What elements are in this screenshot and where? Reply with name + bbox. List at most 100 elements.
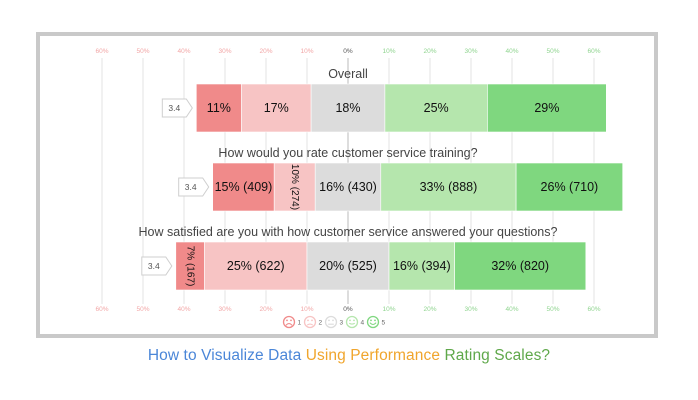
face-mouth: [285, 323, 293, 326]
data-label: 32% (820): [491, 259, 549, 273]
neutral-face-icon: 3: [324, 315, 344, 329]
legend-label: 3: [340, 320, 344, 327]
axis-tick-label-bottom: 30%: [218, 306, 231, 313]
face-eye: [307, 319, 309, 322]
face-mouth: [349, 322, 355, 325]
axis-tick-label-top: 20%: [423, 48, 436, 55]
average-badge-shape: [161, 98, 193, 118]
axis-tick-label-bottom: 20%: [423, 306, 436, 313]
bar-segment-5: [515, 162, 624, 212]
axis-tick-label-top: 50%: [546, 48, 559, 55]
bar-segment-1: [196, 83, 242, 133]
bar-segment-4: [380, 162, 517, 212]
bar-segment-2: [273, 162, 316, 212]
caption: How to Visualize Data Using Performance …: [0, 347, 698, 365]
data-label: 26% (710): [541, 180, 599, 194]
face-outline: [324, 315, 338, 329]
happy-face-icon: 5: [366, 315, 386, 329]
face-eye: [286, 319, 288, 322]
face-eye: [353, 319, 355, 322]
bar-segment-3: [310, 83, 386, 133]
axis-tick-label-bottom: 50%: [546, 306, 559, 313]
average-badge: 3.4: [178, 177, 210, 197]
axis-tick-label-top: 40%: [505, 48, 518, 55]
rating-scale-chart: 60% 60% 50% 50% 40% 40% 30% 30% 20% 20% 10% 10% 0% 0%…: [95, 48, 624, 329]
average-value: 3.4: [185, 182, 197, 192]
bar-segment-5: [487, 83, 607, 133]
axis-tick-label-bottom: 10%: [300, 306, 313, 313]
data-label: 15% (409): [215, 180, 273, 194]
face-outline: [366, 315, 380, 329]
face-mouth: [369, 322, 377, 326]
legend-label: 5: [382, 320, 386, 327]
axis-tick-label-top: 20%: [259, 48, 272, 55]
legend-label: 1: [298, 320, 302, 327]
axis-tick-label-bottom: 60%: [95, 306, 108, 313]
bar-segment-2: [241, 83, 312, 133]
data-label: 16% (394): [393, 259, 451, 273]
bar-segment-1: [212, 162, 275, 212]
face-outline: [282, 315, 296, 329]
axis-tick-label-bottom: 0%: [343, 306, 353, 313]
face-outline: [345, 315, 359, 329]
data-label: 17%: [264, 101, 289, 115]
axis-tick-label-bottom: 10%: [382, 306, 395, 313]
axis-tick-label-top: 50%: [136, 48, 149, 55]
face-eye: [374, 319, 376, 322]
face-outline: [303, 315, 317, 329]
face-eye: [328, 319, 330, 322]
bar-segment-3: [306, 241, 390, 291]
axis-tick-label-top: 0%: [343, 48, 353, 55]
caption-part-2: Using Performance: [305, 347, 445, 364]
face-eye: [332, 319, 334, 322]
legend-label: 4: [361, 320, 365, 327]
caption-part-1: How to Visualize Data: [147, 347, 306, 364]
face-mouth: [307, 323, 313, 326]
axis-tick-label-top: 30%: [464, 48, 477, 55]
face-eye: [290, 319, 292, 322]
average-value: 3.4: [148, 261, 160, 271]
data-label: 16% (430): [319, 180, 377, 194]
question-label: Overall: [328, 67, 368, 81]
axis-tick-label-top: 40%: [177, 48, 190, 55]
axis-tick-label-bottom: 60%: [587, 306, 600, 313]
data-label: 33% (888): [420, 180, 478, 194]
axis-tick-label-top: 10%: [300, 48, 313, 55]
axis-tick-label-bottom: 40%: [177, 306, 190, 313]
average-badge: 3.4: [161, 98, 193, 118]
very-sad-face-icon: 1: [282, 315, 302, 329]
axis-tick-label-top: 60%: [95, 48, 108, 55]
question-label: How would you rate customer service trai…: [218, 146, 477, 160]
question-label: How satisfied are you with how customer …: [139, 225, 558, 239]
data-label: 7% (167): [185, 246, 196, 287]
data-label: 25%: [424, 101, 449, 115]
data-label: 18%: [335, 101, 360, 115]
bar-segment-5: [454, 241, 587, 291]
average-badge: 3.4: [141, 256, 173, 276]
bar-segment-4: [384, 83, 488, 133]
face-eye: [370, 319, 372, 322]
axis-tick-label-top: 60%: [587, 48, 600, 55]
axis-tick-label-bottom: 30%: [464, 306, 477, 313]
legend-label: 2: [319, 320, 323, 327]
bar-segment-4: [388, 241, 455, 291]
axis-tick-label-bottom: 20%: [259, 306, 272, 313]
data-label: 10% (274): [289, 164, 300, 210]
data-label: 20% (525): [319, 259, 377, 273]
chart-frame: 60% 60% 50% 50% 40% 40% 30% 30% 20% 20% 10% 10% 0% 0%…: [36, 32, 658, 338]
axis-tick-label-top: 30%: [218, 48, 231, 55]
smile-face-icon: 4: [345, 315, 365, 329]
axis-tick-label-top: 10%: [382, 48, 395, 55]
caption-part-3: Rating Scales?: [444, 347, 551, 364]
average-badge-shape: [141, 256, 173, 276]
face-eye: [311, 319, 313, 322]
data-label: 29%: [534, 101, 559, 115]
sad-face-icon: 2: [303, 315, 323, 329]
axis-tick-label-bottom: 50%: [136, 306, 149, 313]
average-value: 3.4: [168, 103, 180, 113]
data-label: 25% (622): [227, 259, 285, 273]
axis-tick-label-bottom: 40%: [505, 306, 518, 313]
data-label: 11%: [207, 101, 231, 115]
face-eye: [349, 319, 351, 322]
bar-segment-2: [204, 241, 308, 291]
